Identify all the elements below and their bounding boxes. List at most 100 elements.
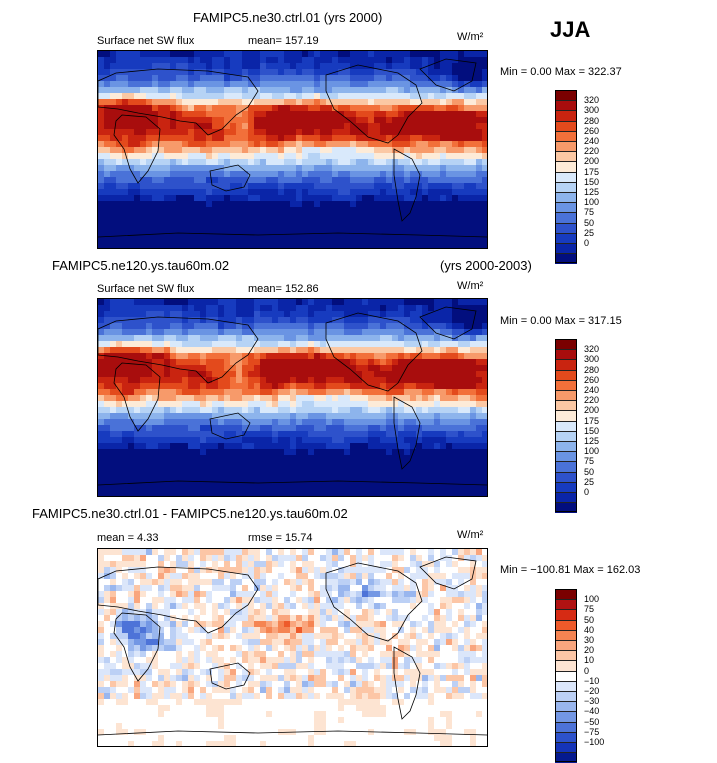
map-cell [440, 467, 447, 474]
map-cell [332, 219, 339, 226]
map-cell [140, 573, 147, 580]
map-cell [404, 213, 411, 220]
map-cell [464, 177, 471, 184]
map-cell [224, 413, 231, 420]
map-cell [278, 365, 285, 372]
map-cell [290, 189, 297, 196]
map-cell [230, 485, 237, 492]
map-cell [284, 365, 291, 372]
map-cell [332, 407, 339, 414]
map-cell [98, 111, 105, 118]
map-cell [314, 69, 321, 76]
map-cell [410, 129, 417, 136]
map-cell [98, 105, 105, 112]
map-cell [176, 591, 183, 598]
map-cell [182, 455, 189, 462]
map-cell [404, 585, 411, 592]
map-cell [230, 129, 237, 136]
map-cell [428, 467, 435, 474]
map-cell [176, 335, 183, 342]
map-cell [446, 69, 453, 76]
map-cell [416, 111, 423, 118]
map-cell [188, 243, 195, 248]
map-cell [146, 549, 153, 556]
map-cell [398, 383, 405, 390]
map-cell [254, 219, 261, 226]
map-cell [230, 51, 237, 58]
map-cell [128, 467, 135, 474]
map-cell [464, 201, 471, 208]
map-cell [350, 431, 357, 438]
map-cell [260, 567, 267, 574]
map-cell [104, 237, 111, 244]
map-cell [332, 135, 339, 142]
map-cell [314, 231, 321, 238]
map-cell [338, 491, 345, 496]
map-cell [356, 591, 363, 598]
map-cell [428, 359, 435, 366]
map-cell [272, 237, 279, 244]
map-cell [170, 479, 177, 486]
map-cell [272, 597, 279, 604]
map-cell [98, 567, 105, 574]
map-cell [350, 177, 357, 184]
map-cell [134, 341, 141, 348]
map-cell [248, 195, 255, 202]
map-cell [242, 555, 249, 562]
map-cell [242, 195, 249, 202]
map-cell [218, 123, 225, 130]
map-cell [374, 75, 381, 82]
map-cell [104, 585, 111, 592]
map-cell [350, 305, 357, 312]
map-cell [206, 93, 213, 100]
map-cell [272, 111, 279, 118]
map-cell [398, 431, 405, 438]
map-cell [320, 305, 327, 312]
map-cell [164, 407, 171, 414]
map-cell [380, 123, 387, 130]
map-cell [140, 183, 147, 190]
map-cell [398, 473, 405, 480]
map-cell [308, 135, 315, 142]
map-cell [146, 377, 153, 384]
map-cell [182, 591, 189, 598]
map-cell [356, 183, 363, 190]
map-cell [446, 99, 453, 106]
map-cell [260, 207, 267, 214]
map-cell [200, 111, 207, 118]
map-cell [110, 141, 117, 148]
map-cell [440, 311, 447, 318]
map-cell [398, 165, 405, 172]
map-cell [284, 123, 291, 130]
map-cell [356, 419, 363, 426]
map-cell [320, 437, 327, 444]
map-cell [464, 395, 471, 402]
map-cell [128, 479, 135, 486]
map-cell [200, 443, 207, 450]
map-cell [362, 443, 369, 450]
map-cell [194, 377, 201, 384]
map-cell [230, 323, 237, 330]
map-cell [344, 479, 351, 486]
map-cell [182, 305, 189, 312]
map-cell [200, 473, 207, 480]
map-cell [476, 93, 483, 100]
map-cell [368, 335, 375, 342]
map-cell [416, 299, 423, 306]
map-cell [236, 207, 243, 214]
map-cell [374, 579, 381, 586]
map-cell [428, 237, 435, 244]
map-cell [194, 603, 201, 610]
map-cell [248, 219, 255, 226]
map-cell [164, 147, 171, 154]
map-cell [440, 449, 447, 456]
map-cell [104, 147, 111, 154]
map-cell [194, 231, 201, 238]
map-cell [260, 117, 267, 124]
map-cell [236, 443, 243, 450]
map-cell [482, 389, 487, 396]
map-cell [326, 573, 333, 580]
map-cell [302, 305, 309, 312]
map-cell [170, 243, 177, 248]
map-cell [278, 201, 285, 208]
